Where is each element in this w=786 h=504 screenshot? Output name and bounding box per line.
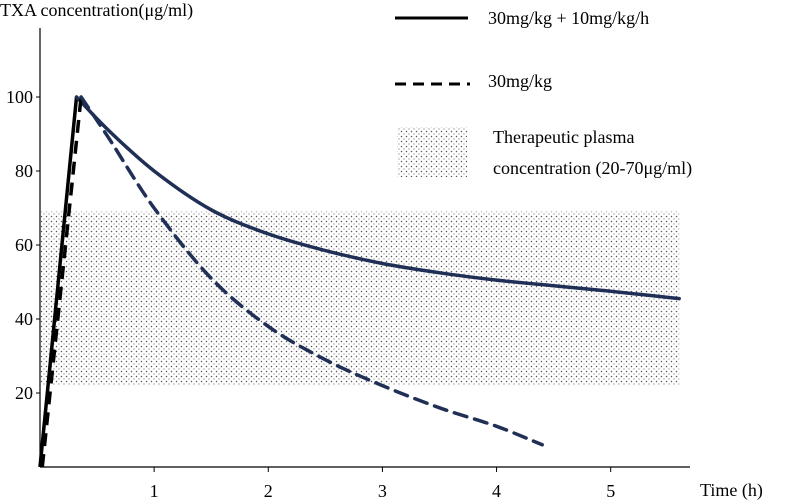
y-tick-label: 40: [15, 309, 33, 329]
legend-label-infusion: 30mg/kg + 10mg/kg/h: [488, 8, 649, 28]
therapeutic-band: [41, 211, 680, 386]
x-tick-label: 2: [264, 481, 273, 501]
x-tick-label: 3: [378, 481, 387, 501]
legend-swatch-band: [397, 127, 467, 177]
x-tick-label: 1: [150, 481, 159, 501]
y-tick-group: 20 40 60 80 100: [6, 87, 40, 403]
legend-label-band-line2: concentration (20-70μg/ml): [493, 158, 692, 179]
series-bolus-line: [79, 95, 544, 447]
legend-label-bolus: 30mg/kg: [488, 71, 552, 91]
y-tick-label: 100: [6, 87, 33, 107]
series-group: [38, 95, 681, 468]
series-infusion-loading-line: [38, 96, 79, 468]
y-axis-title: TXA concentration(μg/ml): [0, 0, 193, 21]
x-tick-group: 1 2 3 4 5: [150, 467, 615, 501]
series-infusion-line: [74, 95, 681, 301]
x-tick-label: 4: [492, 481, 501, 501]
y-tick-label: 60: [15, 235, 33, 255]
y-tick-label: 80: [15, 161, 33, 181]
legend-label-band-line1: Therapeutic plasma: [493, 127, 634, 147]
legend: 30mg/kg + 10mg/kg/h 30mg/kg Therapeutic …: [395, 8, 692, 179]
y-tick-label: 20: [15, 383, 33, 403]
x-tick-label: 5: [606, 481, 615, 501]
x-axis-title: Time (h): [700, 480, 763, 501]
